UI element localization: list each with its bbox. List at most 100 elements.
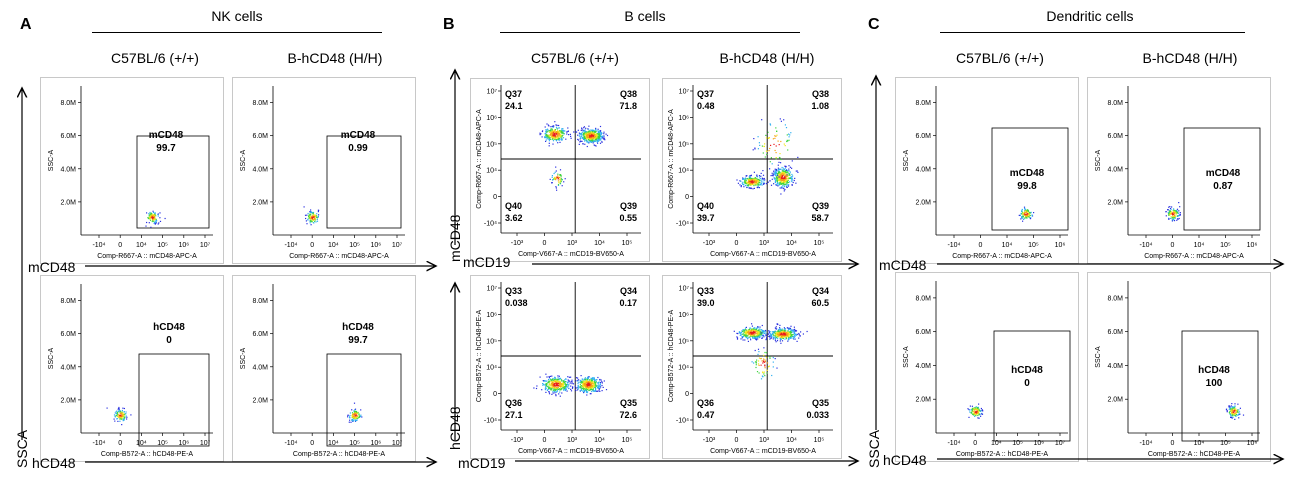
- x-tick-label: 10⁵: [349, 242, 360, 249]
- quadrant-name: Q37: [505, 89, 522, 99]
- quadrant-value: 24.1: [505, 101, 523, 111]
- x-axis-title: Comp-B572-A :: hCD48-PE-A: [956, 451, 1049, 458]
- x-axis-title: Comp-V667-A :: mCD19-BV650-A: [710, 251, 816, 258]
- y-tick-label: 10⁴: [678, 365, 689, 372]
- x-axis-title: Comp-R667-A :: mCD48-APC-A: [952, 253, 1052, 260]
- quadrant-name: Q38: [812, 89, 829, 99]
- x-tick-label: 10⁷: [392, 242, 403, 249]
- y-axis-title: Comp-R667-A :: mCD48-APC-A: [476, 109, 483, 209]
- gate-value: 0.87: [1213, 181, 1233, 192]
- x-axis-title: Comp-V667-A :: mCD19-BV650-A: [710, 448, 816, 455]
- cell-population: [1225, 403, 1245, 420]
- plot-svg: 2.0M 4.0M 6.0M 8.0M SSC-A -10⁴ 0 10⁴ 10⁵ 10⁶Comp-…: [903, 86, 1069, 260]
- x-tick-label: -10⁴: [284, 440, 297, 447]
- x-tick-label: 10⁷: [200, 242, 211, 249]
- y-tick-label: 4.0M: [60, 364, 76, 371]
- axis-label-c-mcd48: mCD48: [879, 257, 927, 273]
- gate-value: 0.99: [348, 143, 368, 154]
- cell-population: [347, 402, 363, 423]
- y-tick-label: 4.0M: [915, 363, 931, 370]
- genotype-label-b-wt: C57BL/6 (+/+): [531, 50, 619, 66]
- quadrant-value: 58.7: [811, 213, 829, 223]
- quadrant-name: Q38: [620, 89, 637, 99]
- x-tick-label: -10³: [703, 437, 716, 444]
- panel-letter-b: B: [443, 16, 455, 33]
- y-tick-label: 2.0M: [1107, 199, 1123, 206]
- y-tick-label: 10⁵: [678, 338, 689, 345]
- y-tick-label: 10⁵: [486, 338, 497, 345]
- x-tick-label: 10⁵: [622, 240, 633, 247]
- y-tick-label: 4.0M: [252, 166, 268, 173]
- y-tick-label: 0: [493, 391, 497, 398]
- plot-b-hcd48-wt: 10⁷ 10⁶ 10⁵ 10⁴ 0 -10⁴ Comp-B572-A :: hCD48-PE…: [470, 275, 650, 459]
- plot-b-hcd48-hu: 10⁷ 10⁶ 10⁵ 10⁴ 0 -10⁴ Comp-B572-A :: hCD48-PE…: [662, 275, 842, 459]
- x-tick-label: -10³: [511, 240, 524, 247]
- x-tick-label: 10³: [759, 437, 770, 444]
- x-tick-label: 0: [1171, 242, 1175, 249]
- cell-population: [549, 166, 566, 191]
- x-tick-label: 10⁶: [178, 440, 189, 447]
- y-tick-label: 10⁴: [678, 168, 689, 175]
- x-tick-label: 10⁵: [1220, 242, 1231, 249]
- quadrant-name: Q36: [697, 398, 714, 408]
- x-tick-label: 10⁴: [594, 240, 605, 247]
- y-tick-label: 6.0M: [915, 133, 931, 140]
- y-tick-label: 0: [685, 391, 689, 398]
- gate-label: hCD48: [153, 322, 185, 333]
- x-tick-label: -10⁴: [1139, 440, 1152, 447]
- y-tick-label: 4.0M: [1107, 363, 1123, 370]
- x-tick-label: 10⁴: [328, 242, 339, 249]
- x-tick-label: 10⁶: [1033, 440, 1044, 447]
- gate-value: 100: [1206, 378, 1223, 389]
- quadrant-value: 0.47: [697, 410, 715, 420]
- y-tick-label: 10⁴: [486, 365, 497, 372]
- quadrant-name: Q39: [620, 201, 637, 211]
- x-tick-label: 10⁵: [157, 440, 168, 447]
- x-tick-label: 10⁶: [1247, 440, 1258, 447]
- x-tick-label: 10⁵: [1028, 242, 1039, 249]
- gate-label: hCD48: [1011, 365, 1043, 376]
- x-tick-label: 10⁷: [200, 440, 211, 447]
- y-tick-label: 10⁵: [678, 141, 689, 148]
- y-tick-label: 10⁷: [487, 89, 498, 96]
- genotype-label-b-hu: B-hCD48 (H/H): [719, 50, 815, 66]
- x-tick-label: 10³: [567, 437, 578, 444]
- x-tick-label: 10⁴: [991, 440, 1002, 447]
- y-tick-label: 10⁶: [486, 115, 497, 122]
- x-tick-label: 10⁶: [178, 242, 189, 249]
- x-tick-label: -10⁴: [947, 242, 960, 249]
- quadrant-value: 39.0: [697, 298, 715, 308]
- x-tick-label: -10⁴: [92, 242, 105, 249]
- quadrant-value: 0.038: [505, 298, 528, 308]
- x-tick-label: 10⁴: [594, 437, 605, 444]
- y-axis-title: SSC-A: [240, 149, 247, 171]
- y-tick-label: 6.0M: [1107, 133, 1123, 140]
- quadrant-value: 39.7: [697, 213, 715, 223]
- gate-value: 0: [166, 335, 172, 346]
- cell-population: [145, 210, 166, 228]
- cell-population: [533, 373, 575, 397]
- section-title-nk: NK cells: [211, 8, 263, 24]
- quadrant-value: 27.1: [505, 410, 523, 420]
- y-axis-title: Comp-B572-A :: hCD48-PE-A: [476, 310, 483, 403]
- y-tick-label: 6.0M: [1107, 329, 1123, 336]
- cell-population: [751, 347, 778, 380]
- x-tick-label: 10⁴: [1194, 242, 1205, 249]
- y-tick-label: 4.0M: [60, 166, 76, 173]
- axis-label-c-hcd48: hCD48: [883, 452, 927, 468]
- gate-box: [326, 353, 402, 447]
- genotype-label-c-hu: B-hCD48 (H/H): [1142, 50, 1238, 66]
- x-tick-label: 10⁵: [157, 242, 168, 249]
- y-tick-label: 8.0M: [252, 100, 268, 107]
- x-axis-title: Comp-R667-A :: mCD48-APC-A: [1144, 253, 1244, 260]
- y-tick-label: 8.0M: [252, 298, 268, 305]
- x-tick-label: 10⁵: [814, 437, 825, 444]
- y-axis-title: Comp-B572-A :: hCD48-PE-A: [668, 310, 675, 403]
- x-tick-label: 0: [118, 440, 122, 447]
- x-tick-label: 10⁶: [370, 440, 381, 447]
- x-tick-label: 10³: [567, 240, 578, 247]
